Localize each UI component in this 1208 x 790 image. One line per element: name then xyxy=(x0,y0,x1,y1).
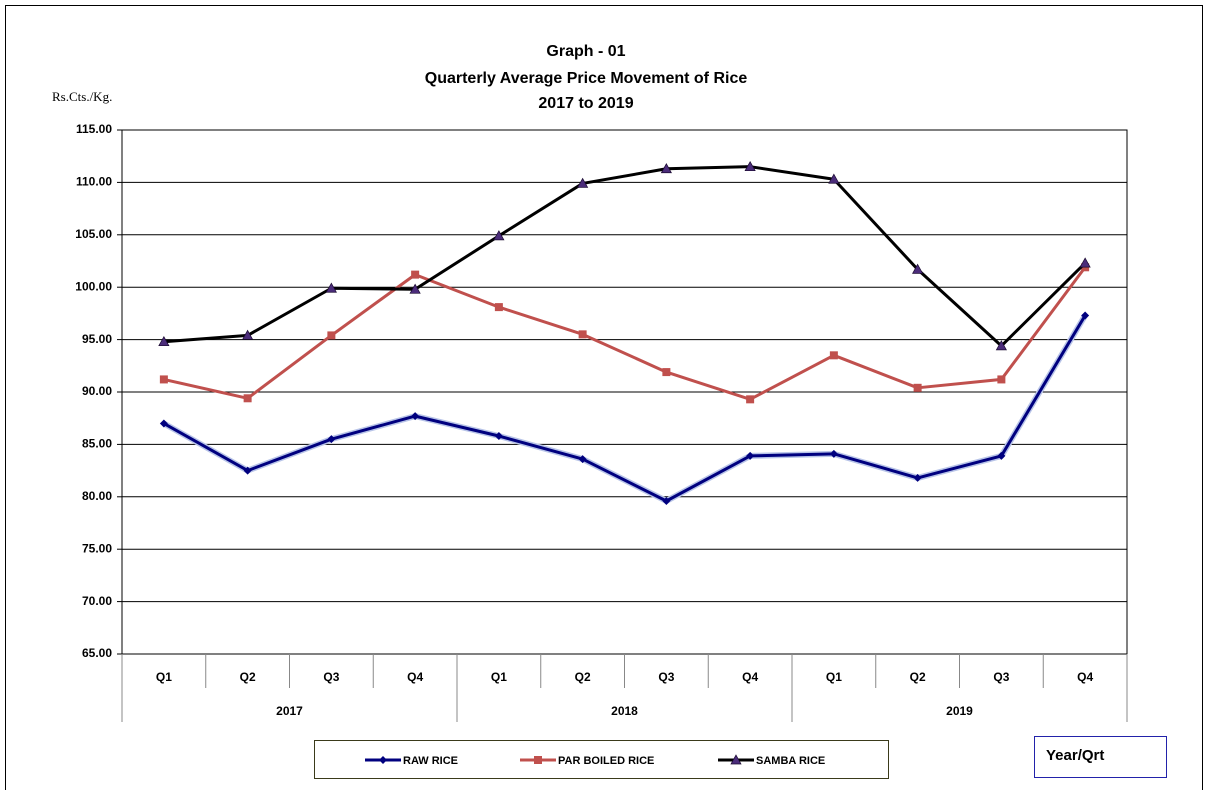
y-tick-label: 85.00 xyxy=(82,437,112,451)
marker-square xyxy=(494,303,503,312)
marker-diamond xyxy=(327,435,336,444)
marker-triangle xyxy=(912,263,924,274)
x-tick-label: Q3 xyxy=(658,670,674,684)
marker-triangle xyxy=(828,173,840,184)
legend-box xyxy=(314,740,889,779)
y-axis-label: Rs.Cts./Kg. xyxy=(52,89,112,104)
x-tick-label: Q4 xyxy=(407,670,423,684)
series-line xyxy=(163,165,1087,348)
marker-diamond xyxy=(379,756,387,764)
marker-square xyxy=(913,383,922,392)
chart-title: Quarterly Average Price Movement of Rice xyxy=(425,70,748,87)
y-tick-label: 90.00 xyxy=(82,384,112,398)
chart-frame xyxy=(5,5,1203,790)
marker-square xyxy=(327,331,336,340)
y-tick-label: 95.00 xyxy=(82,332,112,346)
marker-square xyxy=(578,330,587,339)
y-tick-label: 65.00 xyxy=(82,646,112,660)
year-label: 2019 xyxy=(946,704,973,718)
marker-triangle xyxy=(577,177,589,188)
marker-diamond xyxy=(746,451,755,460)
marker-triangle xyxy=(730,754,742,765)
x-tick-label: Q1 xyxy=(826,670,842,684)
y-tick-label: 70.00 xyxy=(82,594,112,608)
legend-label: RAW RICE xyxy=(403,755,458,767)
legend-label: PAR BOILED RICE xyxy=(558,755,654,767)
legend-label: SAMBA RICE xyxy=(756,755,825,767)
marker-square xyxy=(829,351,838,360)
x-tick-label: Q1 xyxy=(156,670,172,684)
series-line xyxy=(163,266,1087,401)
x-tick-label: Q1 xyxy=(491,670,507,684)
marker-diamond xyxy=(494,432,503,441)
marker-diamond xyxy=(997,451,1006,460)
marker-triangle xyxy=(409,283,421,294)
year-label: 2017 xyxy=(276,704,303,718)
marker-square xyxy=(411,270,420,279)
chart-title: 2017 to 2019 xyxy=(538,95,633,112)
x-tick-label: Q2 xyxy=(240,670,256,684)
marker-square xyxy=(997,375,1006,384)
marker-diamond xyxy=(159,419,168,428)
marker-triangle xyxy=(325,282,337,293)
marker-triangle xyxy=(242,329,254,340)
x-tick-label: Q4 xyxy=(1077,670,1093,684)
marker-diamond xyxy=(829,449,838,458)
y-tick-label: 80.00 xyxy=(82,489,112,503)
x-tick-label: Q3 xyxy=(993,670,1009,684)
y-tick-label: 100.00 xyxy=(75,279,112,293)
marker-triangle xyxy=(158,335,170,347)
x-tick-label: Q2 xyxy=(910,670,926,684)
y-tick-label: 115.00 xyxy=(76,122,112,136)
x-tick-label: Q2 xyxy=(575,670,591,684)
marker-diamond xyxy=(913,473,922,482)
marker-triangle xyxy=(744,160,756,172)
year-label: 2018 xyxy=(611,704,638,718)
x-tick-label: Q4 xyxy=(742,670,758,684)
marker-diamond xyxy=(243,466,252,475)
y-tick-label: 105.00 xyxy=(75,227,112,241)
marker-triangle xyxy=(493,230,505,241)
marker-diamond xyxy=(1081,311,1090,320)
marker-triangle xyxy=(660,163,672,174)
marker-triangle xyxy=(1079,257,1091,268)
y-tick-label: 110.00 xyxy=(76,175,112,189)
series-line xyxy=(163,314,1087,503)
x-tick-label: Q3 xyxy=(323,670,339,684)
marker-diamond xyxy=(578,455,587,464)
marker-square xyxy=(662,368,671,377)
marker-square xyxy=(534,756,542,764)
marker-square xyxy=(746,395,755,404)
chart-title: Graph - 01 xyxy=(546,43,625,60)
marker-square xyxy=(159,375,168,384)
y-tick-label: 75.00 xyxy=(82,541,112,555)
marker-triangle xyxy=(995,340,1007,351)
marker-diamond xyxy=(662,496,671,505)
x-axis-label-box xyxy=(1034,736,1167,778)
x-axis-label: Year/Qrt xyxy=(1046,747,1104,764)
marker-square xyxy=(243,394,252,403)
marker-diamond xyxy=(411,412,420,421)
